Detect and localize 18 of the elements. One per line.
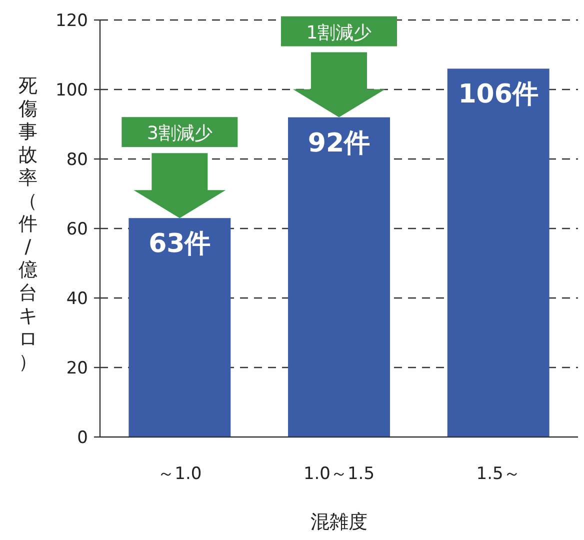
y-tick-label: 120 (56, 11, 88, 31)
y-tick-label: 0 (77, 428, 88, 448)
annotation: 1割減少 (306, 22, 372, 44)
y-tick-label: 40 (66, 289, 88, 309)
x-tick-label: ～1.0 (158, 464, 202, 484)
data-label: 106件 (458, 80, 538, 110)
x-axis-title: 混雑度 (310, 511, 368, 533)
annotation: 3割減少 (146, 123, 212, 144)
y-tick-label: 100 (56, 80, 88, 100)
data-label: 92件 (308, 128, 370, 158)
data-label: 63件 (148, 229, 211, 260)
y-tick-label: 60 (66, 220, 88, 240)
x-tick-label: 1.5～ (476, 464, 520, 484)
y-tick-label: 80 (66, 150, 88, 170)
y-tick-label: 20 (66, 358, 88, 378)
text: 死傷事故率（件/億台キロ） (18, 75, 38, 373)
x-tick-label: 1.0～1.5 (303, 464, 375, 484)
bar (447, 68, 550, 437)
